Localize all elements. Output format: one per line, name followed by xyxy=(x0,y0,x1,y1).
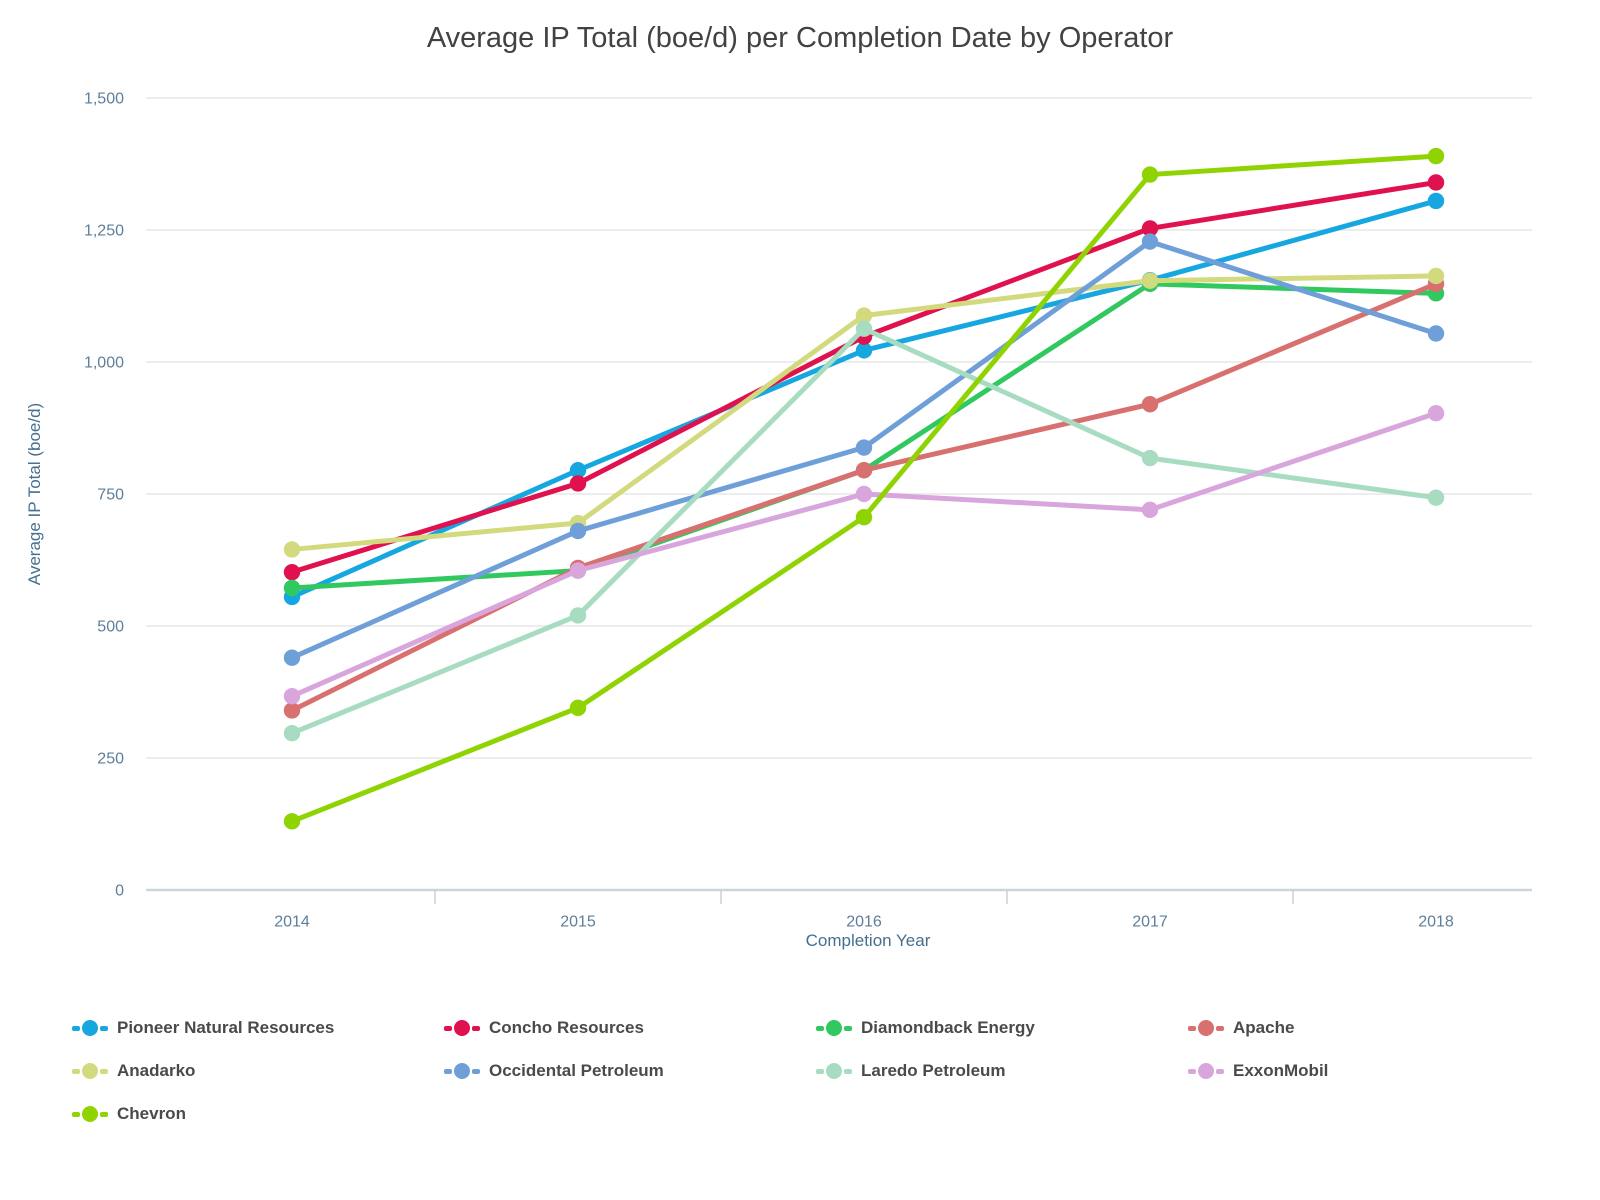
legend-item-exxonmobil[interactable]: ExxonMobil xyxy=(1188,1057,1560,1085)
data-point-occidental-petroleum-2014 xyxy=(283,649,301,666)
data-point-exxonmobil-2018 xyxy=(1427,405,1445,422)
data-point-apache-2017 xyxy=(1141,396,1159,413)
data-point-pioneer-natural-resources-2015 xyxy=(569,462,587,479)
data-point-exxonmobil-2017 xyxy=(1141,501,1159,519)
series-line-pioneer-natural-resources xyxy=(289,198,1439,600)
data-point-exxonmobil-2014 xyxy=(283,688,301,705)
data-point-anadarko-2018 xyxy=(1427,267,1445,285)
legend-label: ExxonMobil xyxy=(1233,1061,1329,1080)
legend-marker-icon xyxy=(444,1063,480,1079)
data-point-concho-resources-2015 xyxy=(569,475,587,492)
legend-marker-icon xyxy=(1188,1020,1224,1036)
y-tick-label: 500 xyxy=(97,619,124,636)
data-point-laredo-petroleum-2016 xyxy=(855,320,873,337)
series-layer xyxy=(283,147,1445,830)
legend-item-pioneer-natural-resources[interactable]: Pioneer Natural Resources xyxy=(72,1014,444,1042)
legend-item-apache[interactable]: Apache xyxy=(1188,1014,1560,1042)
data-point-pioneer-natural-resources-2016 xyxy=(855,342,873,359)
legend-label: Concho Resources xyxy=(489,1018,644,1037)
data-point-concho-resources-2017 xyxy=(1141,220,1159,237)
data-point-anadarko-2014 xyxy=(283,541,301,558)
data-point-anadarko-2017 xyxy=(1141,272,1159,289)
legend-marker-icon xyxy=(72,1063,108,1079)
legend-marker-icon xyxy=(72,1106,108,1122)
data-point-occidental-petroleum-2018 xyxy=(1427,325,1445,342)
chart-title: Average IP Total (boe/d) per Completion … xyxy=(426,22,1174,54)
data-point-exxonmobil-2016 xyxy=(855,485,873,503)
data-point-chevron-2014 xyxy=(283,813,301,830)
legend-item-diamondback-energy[interactable]: Diamondback Energy xyxy=(816,1014,1188,1042)
y-axis-title: Average IP Total (boe/d) xyxy=(25,403,44,585)
legend-label: Laredo Petroleum xyxy=(861,1061,1006,1080)
data-point-apache-2016 xyxy=(855,462,873,479)
data-point-diamondback-energy-2014 xyxy=(283,579,301,597)
y-tick-label: 750 xyxy=(97,487,124,504)
data-point-occidental-petroleum-2017 xyxy=(1141,233,1159,250)
data-point-chevron-2016 xyxy=(855,509,873,526)
data-point-laredo-petroleum-2014 xyxy=(283,724,301,742)
legend-marker-icon xyxy=(1188,1063,1224,1079)
x-tick-label: 2017 xyxy=(1132,913,1168,930)
plot-svg: 0 250 500 750 1,000 1,250 1,500 2014 2015 2016 201… xyxy=(25,91,1532,950)
legend-label: Chevron xyxy=(117,1104,186,1123)
data-point-concho-resources-2018 xyxy=(1427,174,1445,191)
data-point-pioneer-natural-resources-2018 xyxy=(1427,192,1445,210)
y-tick-label: 250 xyxy=(97,751,124,768)
x-tick-label: 2014 xyxy=(274,913,310,930)
legend-item-anadarko[interactable]: Anadarko xyxy=(72,1057,444,1085)
legend-marker-icon xyxy=(816,1063,852,1079)
tick-labels-layer: 0 250 500 750 1,000 1,250 1,500 2014 2015 2016 201… xyxy=(84,91,1454,931)
x-tick-label: 2016 xyxy=(846,913,882,930)
data-point-occidental-petroleum-2015 xyxy=(569,522,587,540)
y-tick-label: 1,250 xyxy=(84,223,124,240)
legend-label: Diamondback Energy xyxy=(861,1018,1035,1037)
y-tick-label: 1,000 xyxy=(84,355,124,372)
data-point-chevron-2017 xyxy=(1141,166,1159,183)
data-point-chevron-2018 xyxy=(1427,147,1445,165)
data-point-laredo-petroleum-2017 xyxy=(1141,449,1159,467)
legend-label: Apache xyxy=(1233,1018,1295,1037)
y-tick-label: 0 xyxy=(115,883,124,900)
data-point-laredo-petroleum-2018 xyxy=(1427,489,1445,506)
data-point-concho-resources-2014 xyxy=(283,563,301,581)
legend-label: Anadarko xyxy=(117,1061,196,1080)
data-point-chevron-2015 xyxy=(569,699,587,717)
data-point-laredo-petroleum-2015 xyxy=(569,607,587,624)
legend-label: Pioneer Natural Resources xyxy=(117,1018,335,1037)
gridlines-layer xyxy=(146,97,1532,759)
x-tick-label: 2015 xyxy=(560,913,596,930)
legend-label: Occidental Petroleum xyxy=(489,1061,664,1080)
series-line-laredo-petroleum xyxy=(289,326,1439,736)
data-point-exxonmobil-2015 xyxy=(569,562,587,579)
x-axis-title: Completion Year xyxy=(806,931,931,950)
data-point-occidental-petroleum-2016 xyxy=(855,439,873,456)
data-point-anadarko-2016 xyxy=(855,307,873,324)
legend-item-laredo-petroleum[interactable]: Laredo Petroleum xyxy=(816,1057,1188,1085)
legend-marker-icon xyxy=(72,1020,108,1036)
data-point-apache-2014 xyxy=(283,702,301,719)
legend: Pioneer Natural Resources Concho Resource… xyxy=(72,1014,1560,1128)
axes-layer xyxy=(146,888,1532,904)
legend-item-concho-resources[interactable]: Concho Resources xyxy=(444,1014,816,1042)
legend-marker-icon xyxy=(816,1020,852,1036)
legend-marker-icon xyxy=(444,1020,480,1036)
legend-item-chevron[interactable]: Chevron xyxy=(72,1100,444,1128)
y-tick-label: 1,500 xyxy=(84,91,124,108)
legend-item-occidental-petroleum[interactable]: Occidental Petroleum xyxy=(444,1057,816,1085)
x-tick-label: 2018 xyxy=(1418,913,1454,930)
